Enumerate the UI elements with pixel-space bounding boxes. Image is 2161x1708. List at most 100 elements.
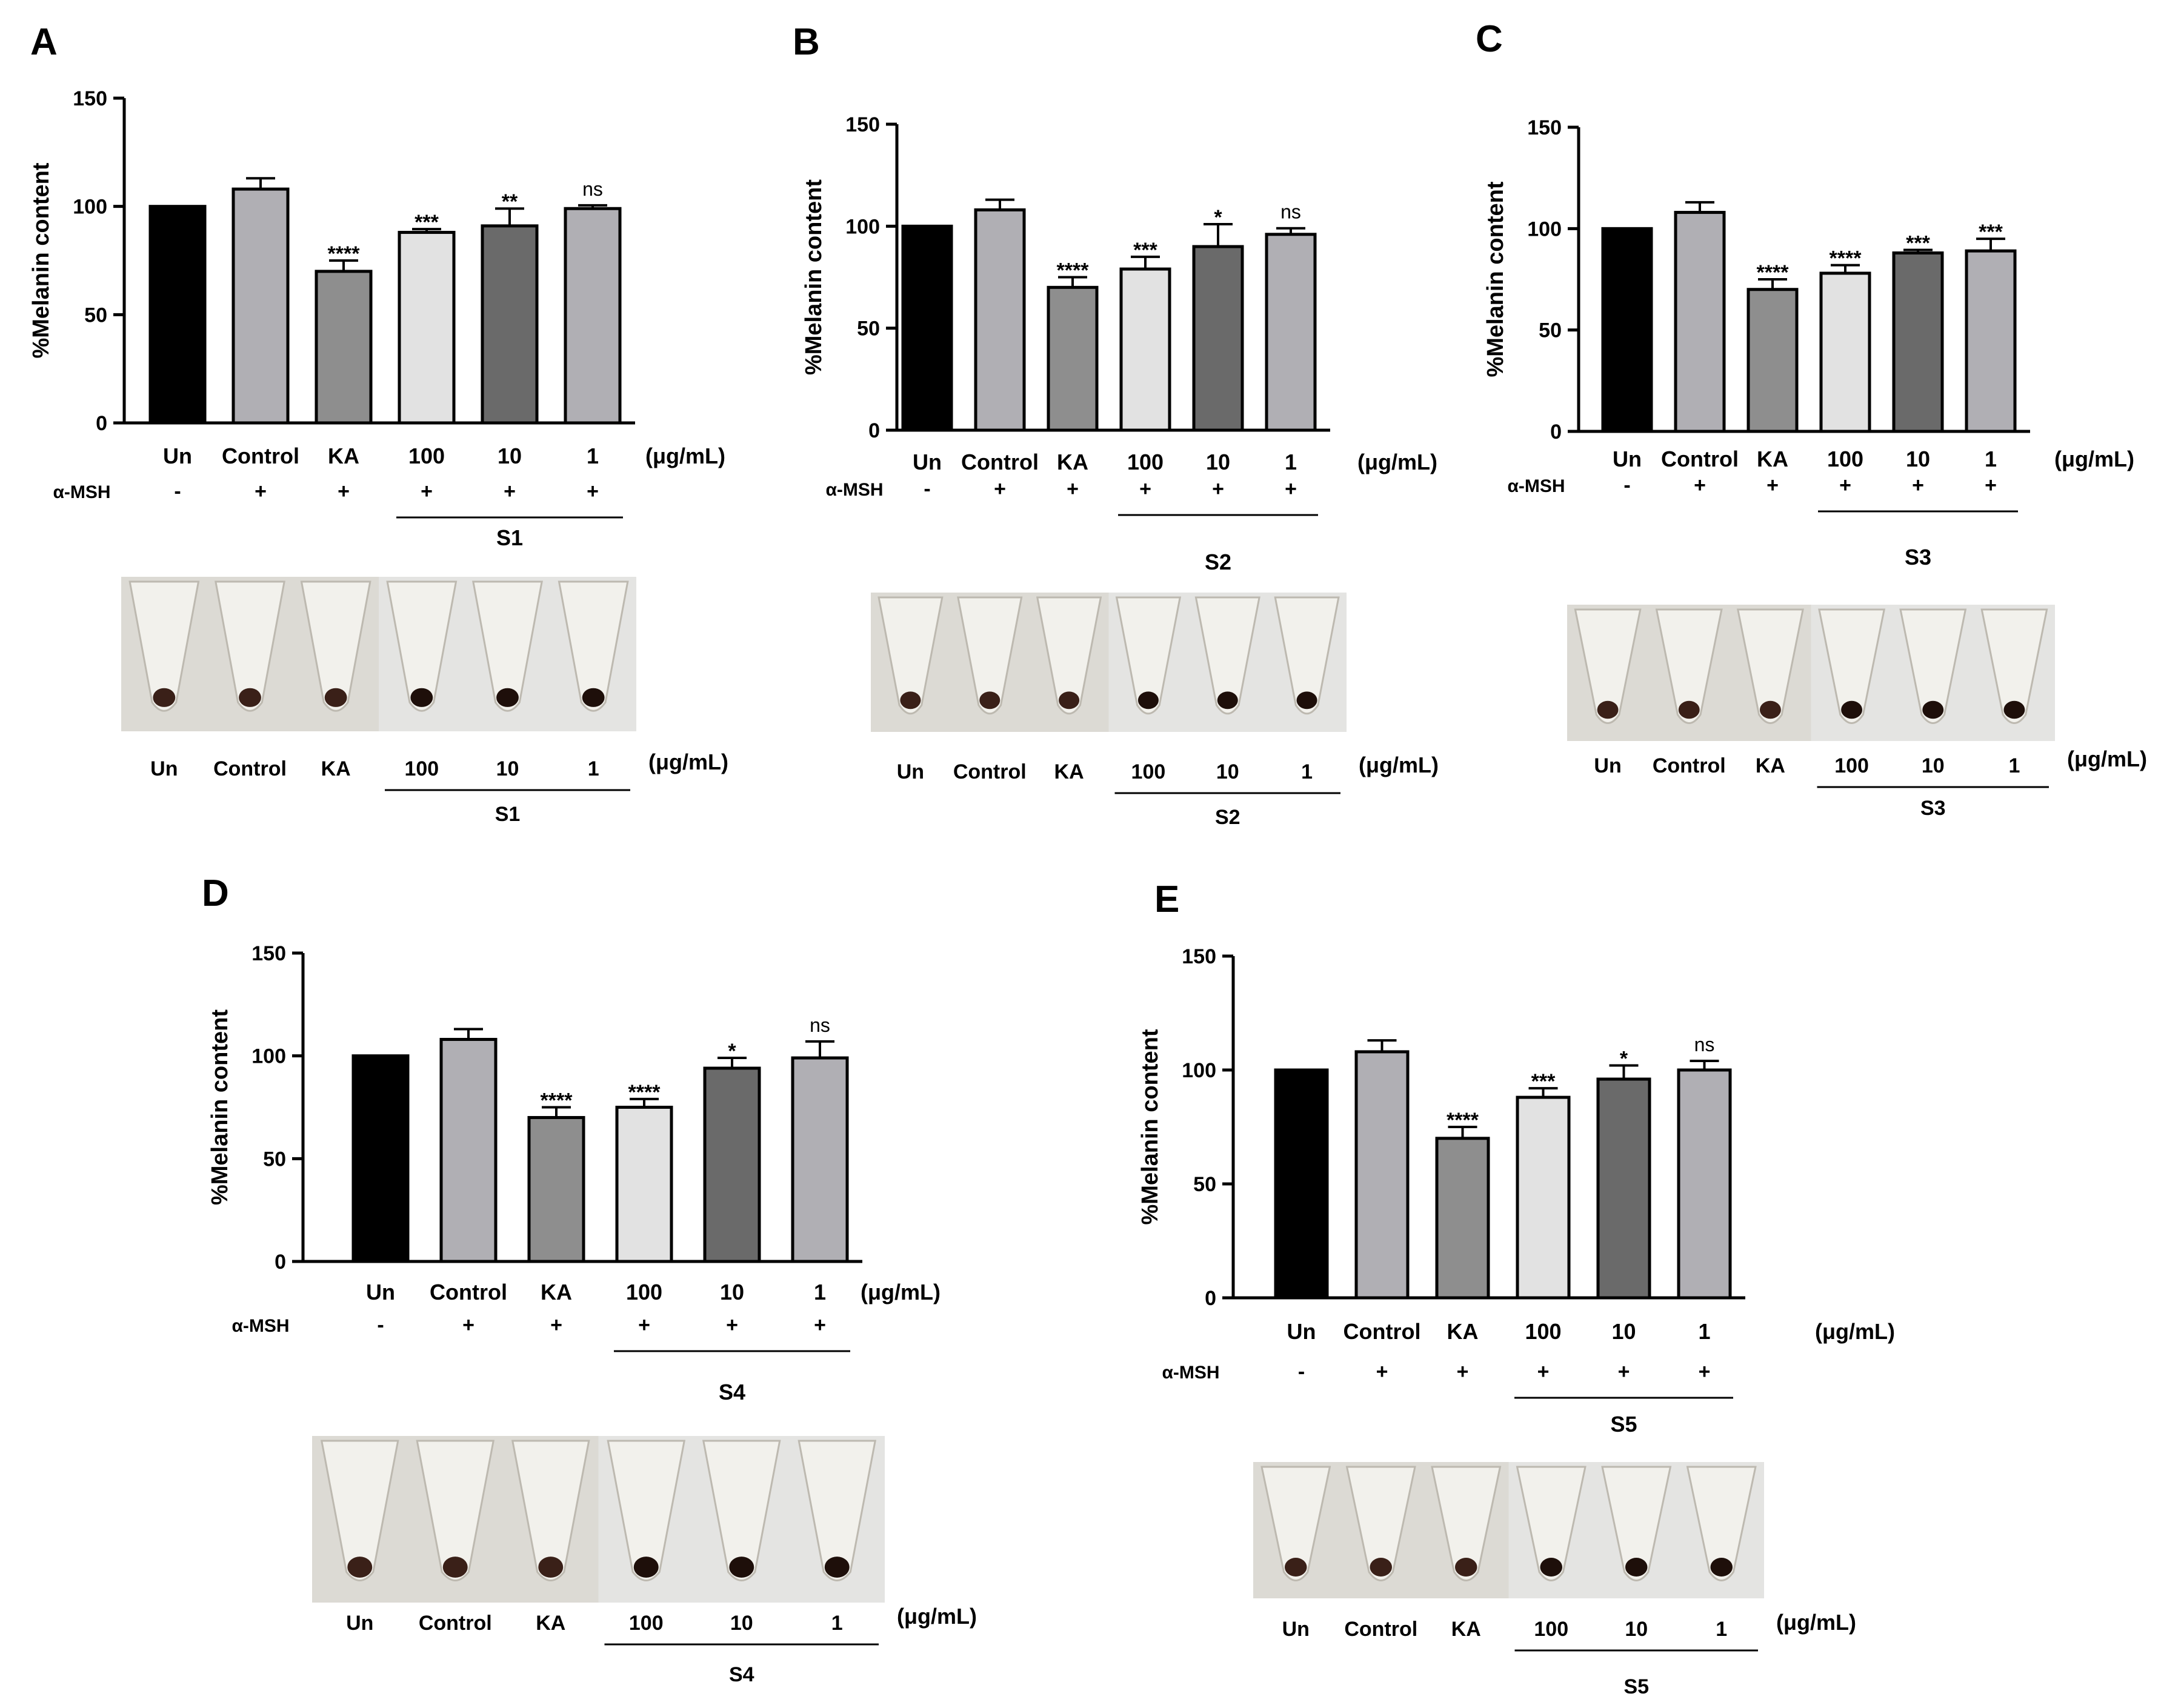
bar	[901, 224, 953, 432]
melanin-pellet	[824, 1557, 850, 1578]
photo-lane-label: Control	[1344, 1618, 1417, 1641]
significance-label: ****	[628, 1081, 661, 1104]
y-axis-title: %Melanin content	[1137, 1029, 1163, 1225]
tube	[1431, 1466, 1502, 1581]
category-label: 100	[408, 444, 445, 468]
melanin-pellet	[1540, 1558, 1563, 1577]
category-label: Un	[913, 450, 942, 474]
msh-sign: +	[1766, 474, 1779, 497]
sample-label: S5	[1610, 1412, 1637, 1437]
melanin-pellet	[239, 688, 261, 707]
significance-label: ***	[1531, 1070, 1556, 1093]
bar	[148, 205, 207, 425]
category-label: KA	[328, 444, 359, 468]
y-tick-label: 50	[263, 1148, 286, 1171]
tube	[1516, 1466, 1587, 1581]
tube	[511, 1440, 590, 1581]
msh-sign: +	[1067, 477, 1079, 500]
bar	[439, 1038, 498, 1263]
msh-sign: +	[1537, 1360, 1550, 1383]
bar	[1265, 233, 1317, 432]
category-label: 10	[1206, 450, 1230, 474]
photo-lane-label: Control	[213, 757, 287, 780]
panel-letter: D	[202, 872, 229, 914]
y-tick-label: 150	[251, 942, 286, 965]
category-label: Un	[163, 444, 192, 468]
melanin-pellet	[1759, 700, 1781, 719]
msh-sign: -	[174, 480, 181, 503]
photo-lane-label: 1	[588, 757, 599, 780]
bar	[1892, 251, 1944, 433]
y-axis-title: %Melanin content	[1483, 181, 1508, 377]
melanin-pellet	[1922, 700, 1944, 719]
msh-sign: +	[1139, 477, 1151, 500]
category-label: Un	[1287, 1319, 1316, 1344]
msh-sign: -	[1623, 474, 1630, 497]
tube	[957, 596, 1023, 715]
photo-lane-label: Un	[1282, 1618, 1310, 1641]
tube	[386, 580, 458, 712]
category-label: KA	[1057, 450, 1088, 474]
msh-sign: +	[1285, 477, 1297, 500]
panel-letter: B	[793, 21, 820, 63]
melanin-pellet	[1454, 1558, 1477, 1577]
photo-lane-label: KA	[1756, 754, 1785, 777]
msh-row-label: α-MSH	[53, 482, 110, 502]
msh-sign: +	[504, 480, 516, 503]
bar	[1354, 1050, 1410, 1300]
photo-lane-label: 100	[404, 757, 439, 780]
tube	[416, 1440, 495, 1581]
melanin-pellet	[1678, 700, 1700, 719]
bar	[1965, 249, 2017, 433]
msh-sign: +	[1457, 1360, 1469, 1383]
y-tick-label: 150	[73, 87, 107, 110]
msh-sign: +	[726, 1314, 738, 1337]
bar	[1819, 271, 1871, 433]
melanin-pellet	[900, 691, 921, 709]
unit-label: (μg/mL)	[1815, 1319, 1895, 1344]
tube	[877, 596, 944, 715]
significance-label: *	[1620, 1047, 1628, 1070]
melanin-pellet	[729, 1557, 754, 1578]
unit-label: (μg/mL)	[1357, 450, 1437, 474]
msh-row-label: α-MSH	[825, 480, 883, 500]
category-label: Control	[1344, 1319, 1421, 1344]
y-tick-label: 0	[1205, 1287, 1216, 1310]
tube	[702, 1440, 781, 1581]
melanin-pellet	[442, 1557, 468, 1578]
tube	[300, 580, 371, 712]
significance-label: ***	[1133, 239, 1157, 262]
tube-photo	[1253, 1462, 1764, 1598]
msh-sign: +	[638, 1314, 650, 1337]
bar	[1274, 1068, 1329, 1300]
tube	[1686, 1466, 1757, 1581]
category-label: Control	[430, 1280, 507, 1304]
category-label: KA	[1757, 447, 1788, 471]
photo-unit-label: (μg/mL)	[648, 749, 728, 774]
panel-letter: E	[1154, 879, 1179, 920]
category-label: 10	[720, 1280, 744, 1304]
msh-sign: +	[1212, 477, 1224, 500]
category-label: Control	[961, 450, 1039, 474]
panel-letter: A	[30, 21, 58, 63]
unit-label: (μg/mL)	[645, 444, 725, 468]
y-tick-label: 50	[857, 317, 880, 341]
melanin-pellet	[1625, 1558, 1648, 1577]
y-tick-label: 100	[73, 196, 107, 219]
melanin-pellet	[1296, 691, 1317, 709]
tube	[1574, 608, 1642, 724]
photo-lane-label: 100	[629, 1612, 664, 1635]
photo-lane-label: 1	[1301, 760, 1313, 783]
tube	[1899, 608, 1967, 724]
tube	[215, 580, 285, 712]
photo-lane-label: 100	[1131, 760, 1166, 783]
msh-row-label: α-MSH	[1507, 476, 1565, 496]
tube	[1194, 596, 1260, 715]
y-tick-label: 50	[1539, 319, 1562, 342]
y-tick-label: 100	[1527, 218, 1562, 241]
melanin-pellet	[1370, 1558, 1393, 1577]
tube	[1980, 608, 2048, 724]
